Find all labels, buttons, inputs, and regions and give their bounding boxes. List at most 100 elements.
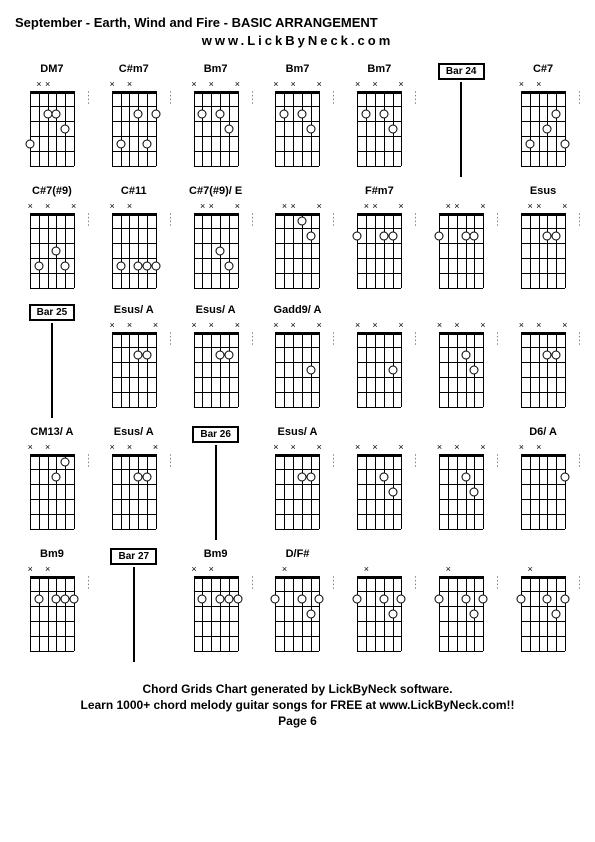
- mute-mark: [543, 564, 552, 576]
- nut: [521, 576, 565, 579]
- chord-cell: ×××- - - -: [424, 304, 498, 418]
- mute-mark: ×: [397, 442, 406, 454]
- fret-line: [112, 166, 156, 167]
- fret-indicator: - - - -: [413, 91, 419, 104]
- string-line: [319, 332, 320, 407]
- mute-mark: [517, 201, 526, 213]
- fretboard: [30, 91, 74, 166]
- mute-row: ×××: [271, 79, 323, 91]
- fret-indicator: - - - -: [168, 454, 174, 467]
- string-line: [112, 332, 113, 407]
- nut: [357, 91, 401, 94]
- fretboard: [357, 91, 401, 166]
- finger-dot: [297, 216, 306, 225]
- mute-mark: [61, 79, 70, 91]
- mute-mark: [470, 201, 479, 213]
- chord-diagram: ×- - - -: [267, 564, 327, 659]
- mute-mark: ×: [125, 79, 134, 91]
- fretboard: [521, 454, 565, 529]
- string-line: [74, 454, 75, 529]
- mute-mark: [134, 320, 143, 332]
- mute-mark: ×: [271, 442, 280, 454]
- mute-mark: [271, 201, 280, 213]
- nut: [357, 454, 401, 457]
- chord-label: Esus/ A: [114, 426, 154, 440]
- string-line: [530, 454, 531, 529]
- chord-cell: ×××- - - -: [424, 185, 498, 296]
- chord-diagram: ×××- - - -: [267, 320, 327, 415]
- nut: [112, 332, 156, 335]
- mute-row: ××: [108, 79, 160, 91]
- string-line: [393, 213, 394, 288]
- mute-row: ×: [271, 564, 323, 576]
- string-line: [112, 213, 113, 288]
- string-line: [211, 332, 212, 407]
- fret-line: [112, 273, 156, 274]
- chord-diagram: ×××- - - -: [22, 201, 82, 296]
- fret-line: [357, 469, 401, 470]
- finger-dot: [561, 139, 570, 148]
- nut: [30, 576, 74, 579]
- mute-mark: ×: [271, 320, 280, 332]
- chord-diagram: ××- - - -: [104, 201, 164, 296]
- chord-cell: C#m7××- - - -: [97, 63, 171, 177]
- bar-divider: [460, 82, 462, 177]
- chord-cell: ×- - - -: [424, 548, 498, 662]
- string-line: [293, 454, 294, 529]
- fret-line: [112, 121, 156, 122]
- fret-line: [112, 499, 156, 500]
- mute-mark: [560, 79, 569, 91]
- chord-cell: CM13/ A××- - - -: [15, 426, 89, 540]
- fretboard: [112, 213, 156, 288]
- finger-dot: [435, 594, 444, 603]
- mute-mark: ×: [479, 201, 488, 213]
- fret-line: [275, 166, 319, 167]
- string-line: [401, 454, 402, 529]
- string-line: [30, 576, 31, 651]
- fret-indicator: - - - -: [331, 576, 337, 589]
- fret-line: [357, 121, 401, 122]
- chord-diagram: ×××- - - -: [431, 201, 491, 296]
- mute-mark: [61, 442, 70, 454]
- chord-diagram: ×- - - -: [349, 564, 409, 659]
- mute-mark: [134, 79, 143, 91]
- bar-cell: Bar 26: [179, 426, 253, 540]
- mute-mark: [388, 320, 397, 332]
- string-line: [48, 454, 49, 529]
- finger-dot: [543, 124, 552, 133]
- fret-line: [357, 621, 401, 622]
- fret-line: [357, 606, 401, 607]
- string-line: [112, 91, 113, 166]
- mute-mark: [388, 442, 397, 454]
- string-line: [556, 454, 557, 529]
- mute-mark: ×: [43, 442, 52, 454]
- footer-page: Page 6: [15, 714, 580, 728]
- mute-mark: [543, 201, 552, 213]
- nut: [194, 91, 238, 94]
- chord-label: Bm9: [40, 548, 64, 562]
- nut: [112, 454, 156, 457]
- chord-label: Bm7: [367, 63, 391, 77]
- finger-dot: [271, 594, 280, 603]
- mute-mark: ×: [207, 201, 216, 213]
- page-title: September - Earth, Wind and Fire - BASIC…: [15, 15, 580, 30]
- fret-line: [194, 347, 238, 348]
- string-line: [547, 332, 548, 407]
- mute-mark: [198, 79, 207, 91]
- finger-dot: [142, 139, 151, 148]
- finger-dot: [461, 594, 470, 603]
- fretboard: [439, 576, 483, 651]
- mute-mark: ×: [108, 442, 117, 454]
- fretboard: [357, 576, 401, 651]
- fretboard: [439, 213, 483, 288]
- string-line: [357, 332, 358, 407]
- string-line: [375, 332, 376, 407]
- fret-indicator: - - - -: [495, 576, 501, 589]
- mute-mark: ×: [353, 79, 362, 91]
- mute-mark: [526, 442, 535, 454]
- string-line: [530, 91, 531, 166]
- mute-row: ×××: [271, 442, 323, 454]
- fret-line: [30, 228, 74, 229]
- finger-dot: [142, 261, 151, 270]
- chord-label: Bm9: [204, 548, 228, 562]
